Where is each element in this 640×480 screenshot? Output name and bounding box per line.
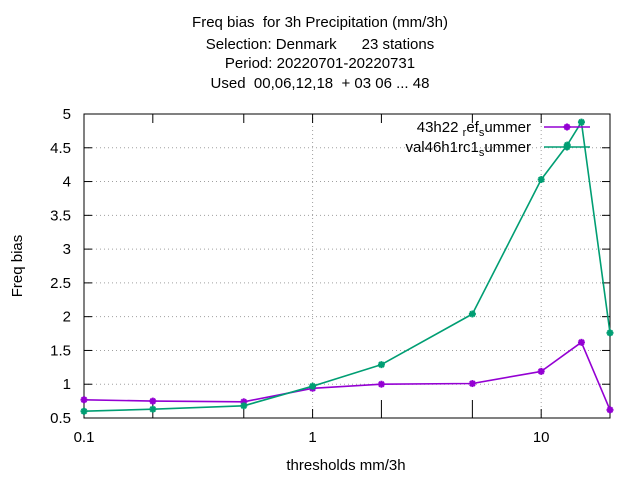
legend-label-2: val46h1rc1summer — [405, 139, 531, 159]
series — [80, 118, 614, 415]
series-1-point — [377, 380, 385, 388]
series-1-point — [577, 338, 585, 346]
series-2-point — [309, 382, 317, 390]
y-tick-label: 1.5 — [50, 342, 71, 359]
x-tick-label: 10 — [533, 429, 550, 446]
y-axis-label: Freq bias — [9, 235, 26, 298]
series-2-point — [577, 118, 585, 126]
y-tick-label: 0.5 — [50, 410, 71, 427]
x-axis-label: thresholds mm/3h — [286, 457, 405, 474]
series-2-point — [377, 361, 385, 369]
y-tick-label: 4 — [63, 174, 71, 191]
title-line-4: Used 00,06,12,18 + 03 06 ... 48 — [210, 75, 430, 92]
series-1-point — [537, 367, 545, 375]
title-line-3: Period: 20220701-20220731 — [224, 55, 416, 72]
title-line-2: Selection: Denmark 23 stations — [205, 36, 435, 53]
x-tick-label: 1 — [308, 429, 316, 446]
y-tick-label: 3.5 — [50, 207, 71, 224]
y-tick-label: 5 — [63, 106, 71, 123]
legend-label-1: 43h22 refsummer — [417, 119, 531, 139]
legend-marker-2 — [563, 143, 571, 151]
series-2-point — [537, 176, 545, 184]
y-tick-label: 3 — [63, 241, 71, 258]
series-2-point — [149, 405, 157, 413]
y-tick-label: 1 — [63, 376, 71, 393]
series-1-point — [606, 406, 614, 414]
series-2-point — [240, 402, 248, 410]
series-2-point — [606, 329, 614, 337]
series-line-2 — [83, 121, 611, 412]
series-2-point — [468, 310, 476, 318]
series-2-point — [80, 407, 88, 415]
legend-marker-1 — [563, 123, 571, 131]
y-tick-label: 2.5 — [50, 275, 71, 292]
title-line-1: Freq bias for 3h Precipitation (mm/3h) — [192, 14, 448, 31]
axes: 0.5 1 1.5 2 2.5 3 3.5 4 4.5 5 0.1 1 10 — [50, 106, 611, 446]
x-tick-label: 0.1 — [74, 429, 95, 446]
series-1-point — [468, 380, 476, 388]
series-1-point — [149, 397, 157, 405]
series-1-point — [80, 396, 88, 404]
y-tick-label: 2 — [63, 309, 71, 326]
y-tick-label: 4.5 — [50, 140, 71, 157]
grid — [84, 114, 610, 418]
plot-frame — [83, 113, 611, 419]
